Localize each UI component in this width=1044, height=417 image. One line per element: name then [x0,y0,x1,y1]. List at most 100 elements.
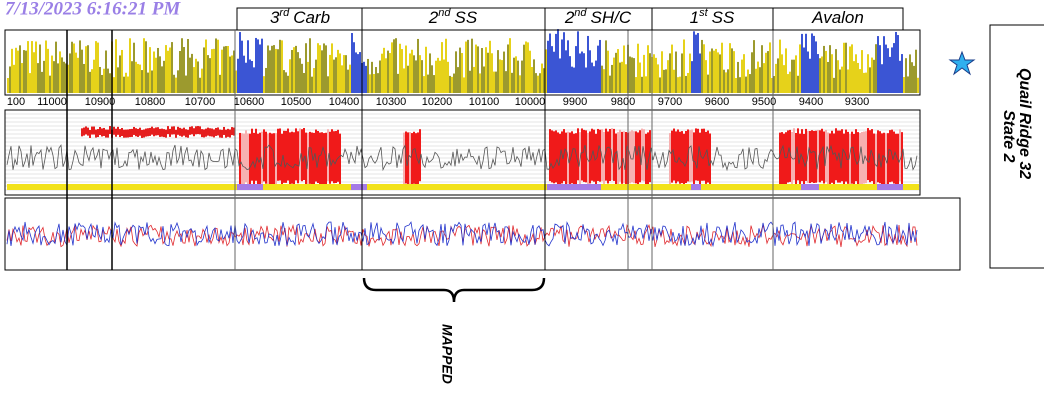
res-fill [135,128,137,137]
res-fill [411,133,413,186]
gr-fill [869,67,871,93]
yellow-band [41,184,43,190]
gr-fill [259,44,261,93]
gr-fill [655,57,657,93]
zone-name: Carb [293,8,330,27]
yellow-band [721,184,723,190]
gr-fill [719,54,721,93]
gr-fill [115,39,117,93]
gr-fill [669,53,671,93]
res-fill [151,126,153,135]
yellow-band [825,184,827,190]
gr-fill [273,45,275,93]
gr-fill [563,32,565,93]
res-fill [101,128,103,137]
yellow-band [263,184,265,190]
res-fill [243,133,245,186]
yellow-band [669,184,671,190]
yellow-band [863,184,865,190]
gr-fill [439,60,441,93]
gr-fill [903,77,905,93]
yellow-band [741,184,743,190]
yellow-band [235,184,237,190]
gr-fill [413,55,415,93]
yellow-band [631,184,633,190]
res-fill [865,131,867,184]
gr-fill [469,70,471,93]
gr-fill [839,69,841,93]
yellow-band [521,184,523,190]
gr-fill [349,64,351,93]
yellow-band [255,184,257,190]
depth-label: 10800 [135,96,166,108]
yellow-band [169,184,171,190]
gr-fill [567,40,569,93]
res-fill [419,129,421,182]
gr-fill [311,76,313,93]
gr-fill [635,77,637,93]
yellow-band [421,184,423,190]
yellow-band [25,184,27,190]
gr-fill [893,43,895,93]
yellow-band [909,184,911,190]
depth-label: 10200 [422,96,453,108]
gr-fill [795,55,797,93]
res-fill [403,132,405,185]
yellow-band [911,184,913,190]
gr-fill [781,54,783,93]
yellow-band [95,184,97,190]
gr-fill [527,42,529,93]
yellow-band [695,184,697,190]
gr-fill [787,74,789,93]
gr-fill [817,54,819,93]
res-fill [121,127,123,136]
yellow-band [733,184,735,190]
yellow-band [647,184,649,190]
gr-fill [261,38,263,93]
res-fill [811,130,813,183]
yellow-band [823,184,825,190]
gr-fill [313,68,315,93]
well-name-box [989,24,1044,269]
res-fill [133,126,135,135]
yellow-band [147,184,149,190]
yellow-band [601,184,603,190]
yellow-band [103,184,105,190]
res-fill [167,126,169,135]
yellow-band [711,184,713,190]
gr-fill [749,74,751,93]
res-fill [783,133,785,186]
gr-fill [877,36,879,93]
gr-fill [441,42,443,93]
res-fill [589,131,591,184]
res-fill [699,132,701,185]
gr-fill [79,40,81,93]
res-fill [313,132,315,185]
yellow-band [77,184,79,190]
yellow-band [83,184,85,190]
yellow-band [403,184,405,190]
zone-number: 1 [690,8,699,27]
res-fill [245,130,247,183]
gr-fill [191,53,193,93]
zone-name: SS [455,8,478,27]
yellow-band [179,184,181,190]
yellow-band [591,184,593,190]
gr-fill [855,54,857,93]
yellow-band [533,184,535,190]
gr-fill [113,77,115,93]
gr-fill [905,58,907,93]
yellow-band [343,184,345,190]
res-fill [843,133,845,186]
yellow-band [345,184,347,190]
gr-fill [505,71,507,93]
gr-fill [729,43,731,93]
res-fill [877,130,879,183]
gr-fill [125,72,127,93]
gr-fill [889,56,891,93]
gr-fill [429,53,431,93]
gr-fill [29,73,31,93]
res-fill [145,128,147,137]
res-fill [599,129,601,182]
gr-fill [177,70,179,93]
